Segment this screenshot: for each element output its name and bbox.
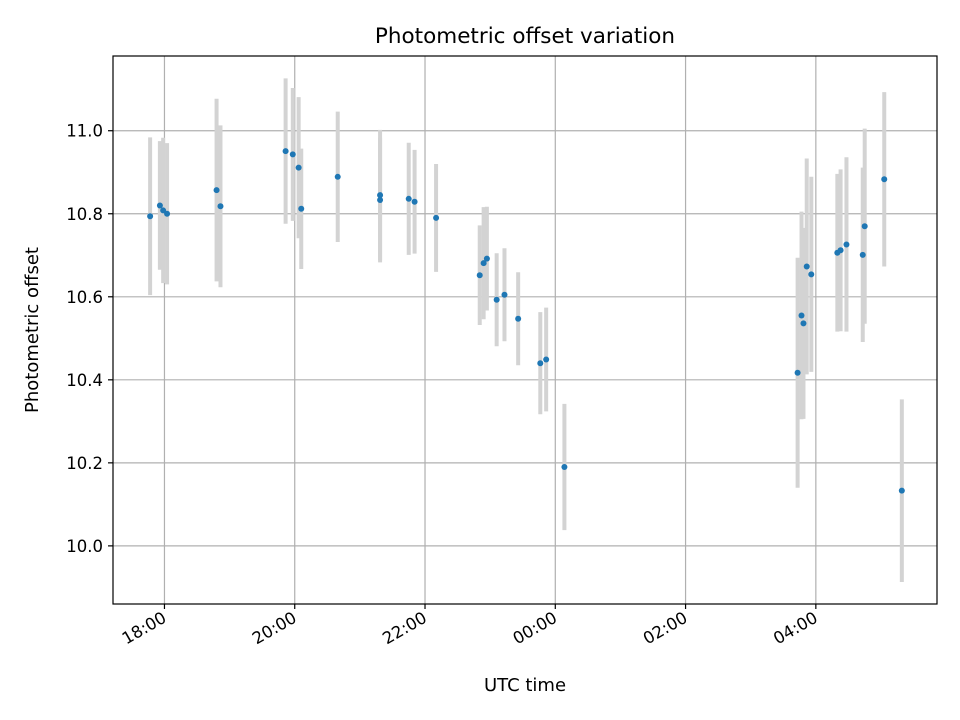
data-point (480, 260, 487, 267)
y-axis: 10.0 10.2 10.4 10.6 10.8 11.0 (66, 122, 113, 556)
data-point (794, 369, 801, 376)
x-axis-title: UTC time (484, 675, 566, 696)
data-point (164, 210, 171, 217)
y-tick-label: 11.0 (66, 122, 103, 141)
data-point (160, 207, 167, 214)
data-point (298, 205, 305, 212)
data-point (147, 213, 154, 220)
data-point (334, 173, 341, 180)
data-point (537, 360, 544, 367)
data-point (282, 148, 289, 155)
data-point (843, 241, 850, 248)
data-point (808, 271, 815, 278)
data-point (898, 487, 905, 494)
data-point (411, 198, 418, 205)
data-point (798, 312, 805, 319)
y-tick-label: 10.0 (66, 537, 103, 556)
data-point (501, 291, 508, 298)
data-point (377, 197, 384, 204)
data-point (803, 263, 810, 270)
data-point (859, 251, 866, 258)
y-axis-title: Photometric offset (22, 247, 43, 413)
data-point (295, 164, 302, 171)
data-point (156, 202, 163, 209)
chart-title: Photometric offset variation (375, 24, 675, 49)
data-point (289, 151, 296, 158)
data-point (476, 272, 483, 279)
y-tick-label: 10.4 (66, 371, 103, 390)
data-point (405, 195, 412, 202)
data-points (147, 148, 905, 494)
data-point (493, 296, 500, 303)
data-point (881, 176, 888, 183)
y-tick-label: 10.8 (66, 205, 103, 224)
y-tick-label: 10.2 (66, 454, 103, 473)
data-point (837, 247, 844, 254)
data-point (433, 214, 440, 221)
data-point (213, 187, 220, 194)
data-point (483, 255, 490, 262)
data-point (800, 320, 807, 327)
data-point (377, 192, 384, 199)
data-point (515, 315, 522, 322)
data-point (861, 223, 868, 230)
y-tick-label: 10.6 (66, 288, 103, 307)
data-point (561, 464, 568, 470)
plot-frame (112, 55, 938, 605)
data-point (543, 356, 550, 363)
data-point (217, 203, 224, 210)
